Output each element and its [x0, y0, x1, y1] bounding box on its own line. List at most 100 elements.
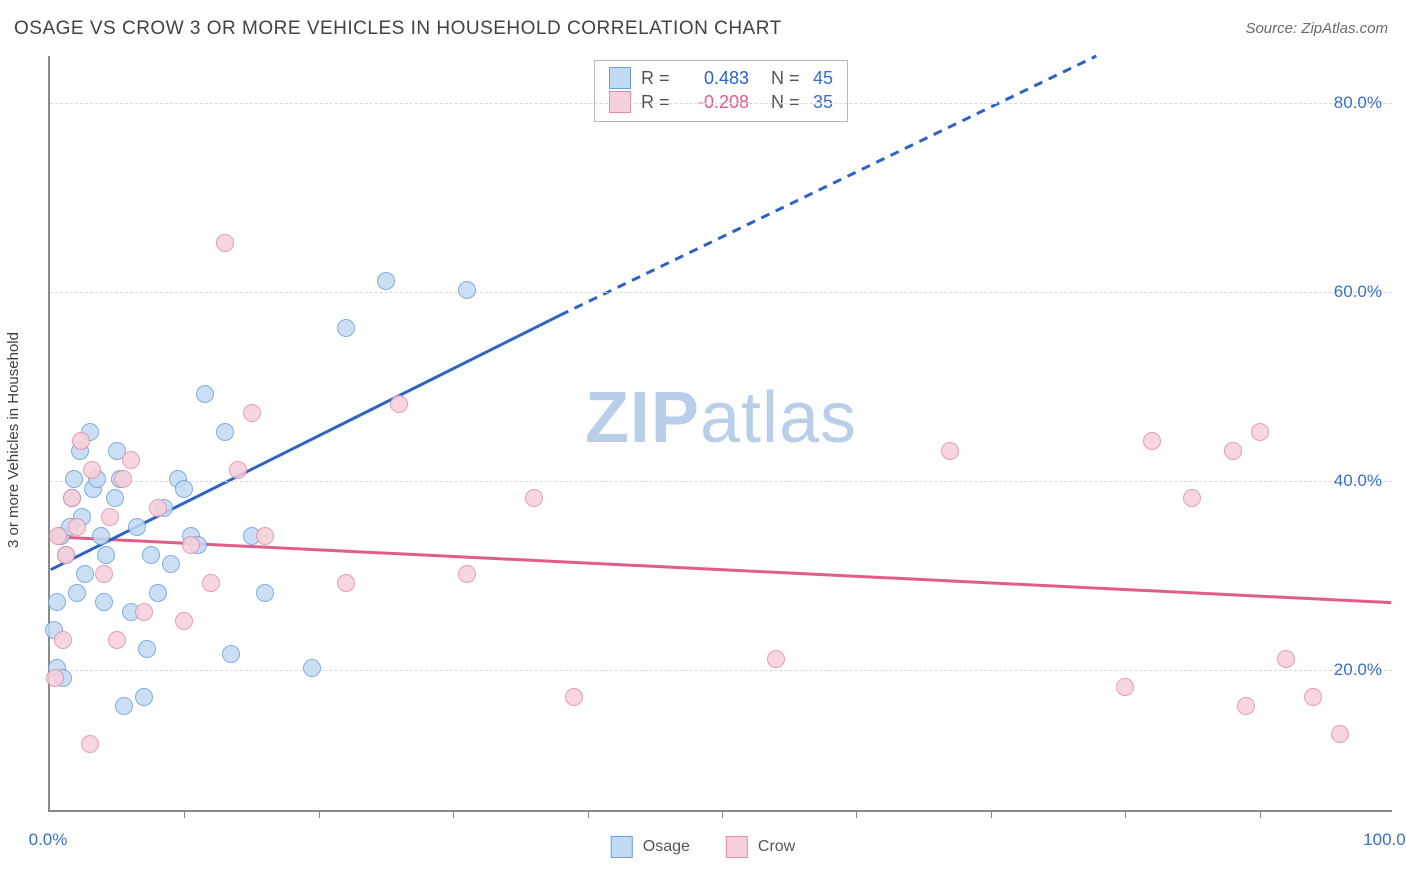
x-tick-mark	[184, 810, 185, 818]
legend-item-crow: Crow	[726, 836, 795, 858]
n-label: N =	[771, 68, 789, 89]
x-tick-mark	[991, 810, 992, 818]
data-point-crow	[182, 536, 200, 554]
data-point-crow	[1116, 678, 1134, 696]
data-point-crow	[81, 735, 99, 753]
data-point-crow	[458, 565, 476, 583]
stats-swatch	[609, 67, 631, 89]
legend-item-osage: Osage	[611, 836, 690, 858]
x-tick-mark	[856, 810, 857, 818]
trend-lines-layer	[50, 56, 1392, 810]
x-tick-mark	[453, 810, 454, 818]
stats-row-osage: R = 0.483 N = 45	[609, 67, 833, 89]
data-point-crow	[1237, 697, 1255, 715]
trend-line	[51, 315, 560, 569]
data-point-crow	[101, 508, 119, 526]
data-point-crow	[1277, 650, 1295, 668]
watermark-bold: ZIP	[585, 378, 700, 458]
data-point-osage	[128, 518, 146, 536]
data-point-crow	[68, 518, 86, 536]
data-point-crow	[243, 404, 261, 422]
data-point-crow	[49, 527, 67, 545]
data-point-osage	[162, 555, 180, 573]
data-point-crow	[54, 631, 72, 649]
r-value: -0.208	[679, 92, 749, 113]
data-point-crow	[95, 565, 113, 583]
data-point-crow	[1183, 489, 1201, 507]
data-point-osage	[138, 640, 156, 658]
data-point-crow	[941, 442, 959, 460]
data-point-crow	[216, 234, 234, 252]
data-point-crow	[83, 461, 101, 479]
data-point-osage	[76, 565, 94, 583]
data-point-osage	[106, 489, 124, 507]
data-point-crow	[767, 650, 785, 668]
correlation-chart: OSAGE VS CROW 3 OR MORE VEHICLES IN HOUS…	[0, 0, 1406, 892]
r-label: R =	[641, 68, 669, 89]
data-point-crow	[525, 489, 543, 507]
legend-swatch	[611, 836, 633, 858]
data-point-crow	[122, 451, 140, 469]
x-min-label: 0.0%	[29, 830, 68, 850]
gridline-h	[50, 481, 1392, 482]
legend-label: Crow	[758, 838, 795, 856]
data-point-osage	[92, 527, 110, 545]
data-point-osage	[216, 423, 234, 441]
gridline-h	[50, 670, 1392, 671]
data-point-osage	[65, 470, 83, 488]
x-tick-mark	[1125, 810, 1126, 818]
stats-box: R =0.483N =45R =-0.208N =35	[594, 60, 848, 122]
legend-swatch	[726, 836, 748, 858]
x-max-label: 100.0%	[1363, 830, 1406, 850]
x-tick-mark	[1260, 810, 1261, 818]
watermark: ZIPatlas	[585, 377, 857, 459]
data-point-osage	[458, 281, 476, 299]
data-point-osage	[115, 697, 133, 715]
stats-swatch	[609, 91, 631, 113]
data-point-crow	[1331, 725, 1349, 743]
data-point-osage	[97, 546, 115, 564]
chart-title: OSAGE VS CROW 3 OR MORE VEHICLES IN HOUS…	[14, 18, 782, 40]
data-point-crow	[72, 432, 90, 450]
data-point-crow	[1304, 688, 1322, 706]
x-tick-mark	[319, 810, 320, 818]
y-tick-label: 40.0%	[1334, 471, 1382, 491]
data-point-osage	[95, 593, 113, 611]
plot-area: ZIPatlas R =0.483N =45R =-0.208N =35 20.…	[48, 56, 1392, 812]
watermark-rest: atlas	[700, 378, 857, 458]
data-point-crow	[256, 527, 274, 545]
trend-line	[51, 537, 1391, 603]
data-point-crow	[114, 470, 132, 488]
data-point-crow	[202, 574, 220, 592]
data-point-crow	[46, 669, 64, 687]
r-value: 0.483	[679, 68, 749, 89]
data-point-osage	[337, 319, 355, 337]
data-point-osage	[222, 645, 240, 663]
y-tick-label: 60.0%	[1334, 282, 1382, 302]
n-value: 45	[799, 68, 833, 89]
data-point-crow	[1224, 442, 1242, 460]
data-point-crow	[1143, 432, 1161, 450]
y-axis-label: 3 or more Vehicles in Household	[5, 332, 22, 548]
data-point-crow	[565, 688, 583, 706]
stats-row-crow: R =-0.208N =35	[609, 91, 833, 113]
data-point-crow	[175, 612, 193, 630]
legend-label: Osage	[643, 838, 690, 856]
y-tick-label: 20.0%	[1334, 660, 1382, 680]
n-label: N =	[771, 92, 789, 113]
data-point-osage	[135, 688, 153, 706]
x-axis-legend: Osage Crow	[611, 836, 795, 858]
data-point-osage	[196, 385, 214, 403]
gridline-h	[50, 103, 1392, 104]
x-tick-mark	[722, 810, 723, 818]
data-point-osage	[377, 272, 395, 290]
x-tick-mark	[588, 810, 589, 818]
data-point-crow	[1251, 423, 1269, 441]
data-point-crow	[63, 489, 81, 507]
data-point-crow	[108, 631, 126, 649]
r-label: R =	[641, 92, 669, 113]
data-point-osage	[142, 546, 160, 564]
data-point-crow	[57, 546, 75, 564]
data-point-osage	[256, 584, 274, 602]
data-point-crow	[390, 395, 408, 413]
